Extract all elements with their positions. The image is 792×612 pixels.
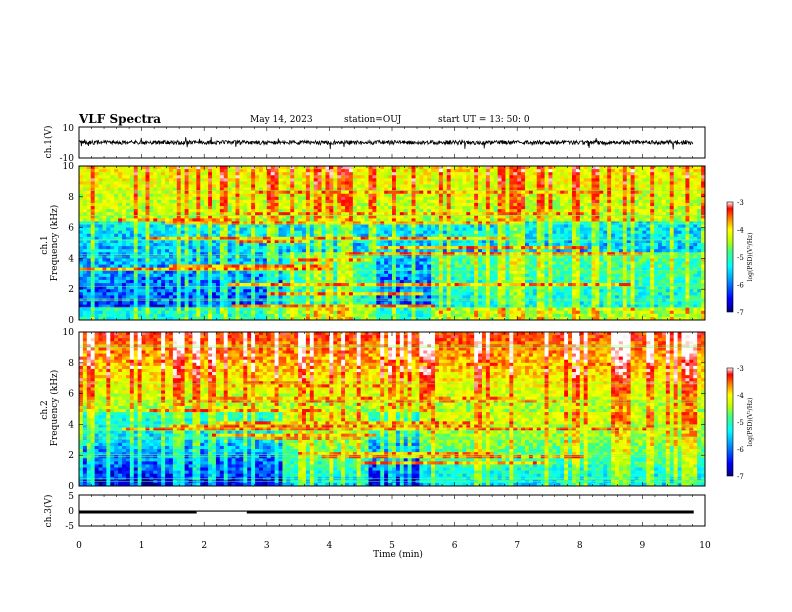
ch1-ylabel: ch.1(V)	[43, 126, 54, 159]
ch2-colorbar-label: log(PSD)(V²/Hz)	[747, 398, 754, 447]
colorbar-tick-label: -7	[737, 309, 744, 317]
station-label: station=OUJ	[344, 115, 402, 125]
ch2-spec-ylabel: Frequency (kHz)	[49, 370, 60, 447]
ch1-spectrogram-image	[79, 166, 705, 320]
date-label: May 14, 2023	[250, 115, 313, 125]
colorbar-tick-label: -7	[737, 473, 744, 481]
freq-tick-label: 0	[68, 316, 74, 326]
freq-tick-label: 6	[68, 390, 74, 400]
chart-title: VLF Spectra	[79, 112, 162, 126]
ch1-waveform-trace	[78, 137, 694, 150]
freq-tick-label: 4	[68, 254, 74, 264]
ch1-colorbar-label: log(PSD)(V²/Hz)	[747, 233, 754, 282]
colorbar-tick-label: -3	[737, 365, 744, 373]
ch1-colorbar	[726, 201, 734, 313]
colorbar-tick-label: -5	[737, 419, 744, 427]
ch3-ytick-mid: 0	[68, 507, 74, 517]
freq-tick-label: 10	[63, 162, 75, 172]
colorbar-tick-label: -5	[737, 254, 744, 262]
ch1-waveform-panel: 10 -10 ch.1(V)	[43, 124, 706, 164]
colorbar-tick-label: -4	[737, 227, 744, 235]
ch1-ytick-top: 10	[63, 124, 75, 134]
ch1-spec-ylabel-top: ch.1	[40, 235, 50, 254]
x-tick-label: 6	[452, 541, 458, 551]
ch1-spec-ylabel: Frequency (kHz)	[49, 205, 60, 282]
colorbar-tick-label: -3	[737, 199, 744, 207]
colorbar-tick-label: -6	[737, 446, 744, 454]
freq-tick-label: 0	[68, 482, 74, 492]
x-axis-label: Time (min)	[373, 549, 423, 560]
start-time-label: start UT = 13: 50: 0	[438, 115, 530, 125]
ch3-ytick-bottom: -5	[65, 522, 74, 532]
ch3-trace-line	[79, 510, 694, 514]
freq-tick-label: 4	[68, 420, 74, 430]
colorbar-tick-label: -6	[737, 282, 744, 290]
x-tick-label: 9	[640, 541, 646, 551]
ch2-spectrogram-image	[79, 332, 705, 486]
x-tick-label: 5	[389, 541, 395, 551]
freq-tick-label: 10	[63, 328, 75, 338]
x-tick-label: 8	[577, 541, 583, 551]
freq-tick-label: 8	[68, 359, 74, 369]
freq-tick-label: 8	[68, 193, 74, 203]
ch2-spec-ylabel-top: ch.2	[40, 400, 50, 419]
freq-tick-label: 6	[68, 224, 74, 234]
ch2-colorbar	[726, 367, 734, 477]
x-tick-label: 1	[139, 541, 145, 551]
ch3-trace-panel: 5 0 -5 ch.3(V)	[43, 492, 706, 532]
ch3-ytick-top: 5	[68, 492, 74, 502]
x-tick-label: 3	[264, 541, 270, 551]
ch3-ylabel: ch.3(V)	[43, 495, 54, 528]
x-tick-label: 4	[327, 541, 333, 551]
ch1-ytick-bottom: -10	[60, 154, 75, 164]
x-tick-label: 2	[201, 541, 207, 551]
freq-tick-label: 2	[68, 451, 74, 461]
x-tick-label: 0	[76, 541, 82, 551]
x-tick-label: 10	[699, 541, 711, 551]
freq-tick-label: 2	[68, 285, 74, 295]
x-tick-label: 7	[514, 541, 520, 551]
colorbar-tick-label: -4	[737, 392, 744, 400]
